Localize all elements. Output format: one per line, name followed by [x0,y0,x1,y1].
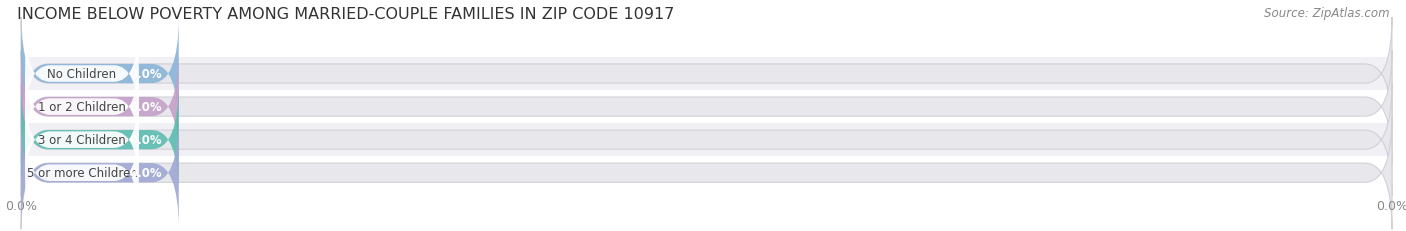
FancyBboxPatch shape [25,23,139,125]
FancyBboxPatch shape [25,56,139,158]
Text: No Children: No Children [48,68,117,81]
FancyBboxPatch shape [25,89,139,191]
FancyBboxPatch shape [21,18,179,131]
Text: 0.0%: 0.0% [129,68,162,81]
FancyBboxPatch shape [21,84,1392,196]
Text: Source: ZipAtlas.com: Source: ZipAtlas.com [1264,7,1389,20]
FancyBboxPatch shape [21,84,179,196]
Text: 3 or 4 Children: 3 or 4 Children [38,134,125,146]
Bar [21,157,1392,189]
FancyBboxPatch shape [21,117,179,229]
Text: 1 or 2 Children: 1 or 2 Children [38,101,127,114]
Bar [21,58,1392,91]
FancyBboxPatch shape [21,51,1392,163]
FancyBboxPatch shape [21,117,1392,229]
Text: 0.0%: 0.0% [129,167,162,179]
Text: 0.0%: 0.0% [129,134,162,146]
Bar [21,91,1392,124]
Text: INCOME BELOW POVERTY AMONG MARRIED-COUPLE FAMILIES IN ZIP CODE 10917: INCOME BELOW POVERTY AMONG MARRIED-COUPL… [17,7,675,22]
FancyBboxPatch shape [21,51,179,163]
FancyBboxPatch shape [25,122,139,224]
Text: 0.0%: 0.0% [129,101,162,114]
Bar [21,124,1392,157]
Text: 5 or more Children: 5 or more Children [27,167,138,179]
FancyBboxPatch shape [21,18,1392,131]
